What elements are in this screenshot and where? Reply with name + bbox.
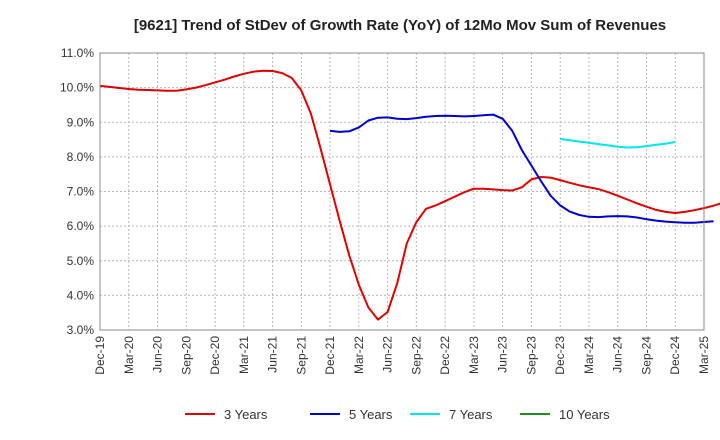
x-tick-label: Mar-21 bbox=[237, 336, 251, 374]
x-tick-label: Mar-22 bbox=[352, 336, 366, 374]
chart-title: [9621] Trend of StDev of Growth Rate (Yo… bbox=[134, 17, 666, 34]
x-tick-label: Dec-22 bbox=[438, 336, 452, 375]
x-tick-label: Sep-20 bbox=[179, 336, 193, 375]
axis-layer: 3.0% 4.0% 5.0% 6.0% 7.0% 8.0% 9.0% 10.0% 11.0% De… bbox=[60, 46, 711, 375]
x-tick-label: Mar-24 bbox=[582, 336, 596, 374]
x-tick-label: Dec-21 bbox=[323, 336, 337, 375]
legend-label: 10 Years bbox=[559, 407, 610, 422]
y-tick-label: 11.0% bbox=[61, 46, 94, 60]
x-tick-label: Jun-23 bbox=[496, 336, 510, 373]
y-tick-label: 4.0% bbox=[67, 288, 95, 302]
x-tick-label: Sep-21 bbox=[294, 336, 308, 375]
legend-label: 5 Years bbox=[349, 407, 393, 422]
x-tick-label: Jun-22 bbox=[381, 336, 395, 373]
y-tick-label: 9.0% bbox=[67, 115, 95, 129]
x-tick-label: Jun-21 bbox=[266, 336, 280, 373]
plot-frame bbox=[99, 52, 705, 331]
grid-layer bbox=[99, 52, 705, 331]
y-tick-label: 8.0% bbox=[67, 150, 95, 164]
x-tick-label: Sep-23 bbox=[524, 336, 538, 375]
y-tick-label: 3.0% bbox=[67, 323, 95, 337]
x-tick-label: Mar-23 bbox=[467, 336, 481, 374]
x-tick-label: Jun-24 bbox=[611, 336, 625, 373]
legend-label: 7 Years bbox=[449, 407, 493, 422]
legend-label: 3 Years bbox=[224, 407, 268, 422]
y-tick-label: 10.0% bbox=[60, 81, 94, 95]
x-tick-label: Sep-22 bbox=[409, 336, 423, 375]
y-tick-label: 5.0% bbox=[67, 254, 95, 268]
legend: 3 Years 5 Years 7 Years 10 Years bbox=[185, 407, 610, 422]
y-tick-label: 6.0% bbox=[67, 219, 95, 233]
x-tick-label: Dec-20 bbox=[208, 336, 222, 375]
series-line-3-years bbox=[99, 69, 720, 321]
x-tick-label: Sep-24 bbox=[639, 336, 653, 375]
series-line-5-years bbox=[329, 113, 714, 224]
series-line-7-years bbox=[560, 137, 676, 149]
x-tick-label: Dec-24 bbox=[668, 336, 682, 375]
x-tick-label: Mar-25 bbox=[697, 336, 711, 374]
x-tick-label: Dec-19 bbox=[93, 336, 107, 375]
y-tick-label: 7.0% bbox=[67, 185, 95, 199]
x-tick-label: Dec-23 bbox=[553, 336, 567, 375]
x-tick-label: Mar-20 bbox=[122, 336, 136, 374]
series-layer bbox=[99, 69, 720, 321]
x-tick-label: Jun-20 bbox=[151, 336, 165, 373]
